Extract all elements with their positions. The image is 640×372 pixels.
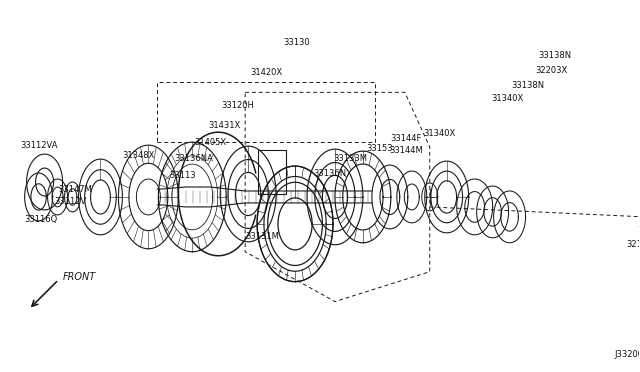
Text: 32140M: 32140M — [637, 220, 640, 230]
Text: 33133M: 33133M — [333, 154, 367, 163]
Text: 33112VA: 33112VA — [20, 141, 58, 150]
Text: 33144F: 33144F — [390, 134, 422, 143]
Text: 31340X: 31340X — [424, 129, 456, 138]
Text: 33112V: 33112V — [54, 198, 86, 206]
Text: 31340X: 31340X — [492, 94, 524, 103]
Text: 33153: 33153 — [367, 144, 393, 153]
Text: 33138N: 33138N — [511, 81, 544, 90]
Text: 33113: 33113 — [169, 170, 196, 180]
Text: 33131M: 33131M — [245, 232, 279, 241]
Text: 33138N: 33138N — [538, 51, 571, 60]
Text: 33120H: 33120H — [221, 101, 255, 110]
Bar — [258, 150, 286, 194]
Text: 33147M: 33147M — [59, 186, 92, 195]
Text: 32203X: 32203X — [536, 66, 568, 75]
Text: 32140H: 32140H — [626, 240, 640, 249]
Text: 31420X: 31420X — [250, 68, 282, 77]
Text: J332006T: J332006T — [614, 350, 640, 359]
Text: 33130: 33130 — [284, 38, 310, 47]
Text: 33144M: 33144M — [389, 145, 422, 155]
Text: 31405X: 31405X — [194, 138, 227, 147]
Text: FRONT: FRONT — [63, 272, 96, 282]
Text: 31348X: 31348X — [122, 151, 155, 160]
Text: 33136N: 33136N — [314, 169, 346, 177]
Text: 33136NA: 33136NA — [174, 154, 212, 163]
Text: 31431X: 31431X — [208, 121, 241, 130]
Text: 33116Q: 33116Q — [24, 215, 57, 224]
